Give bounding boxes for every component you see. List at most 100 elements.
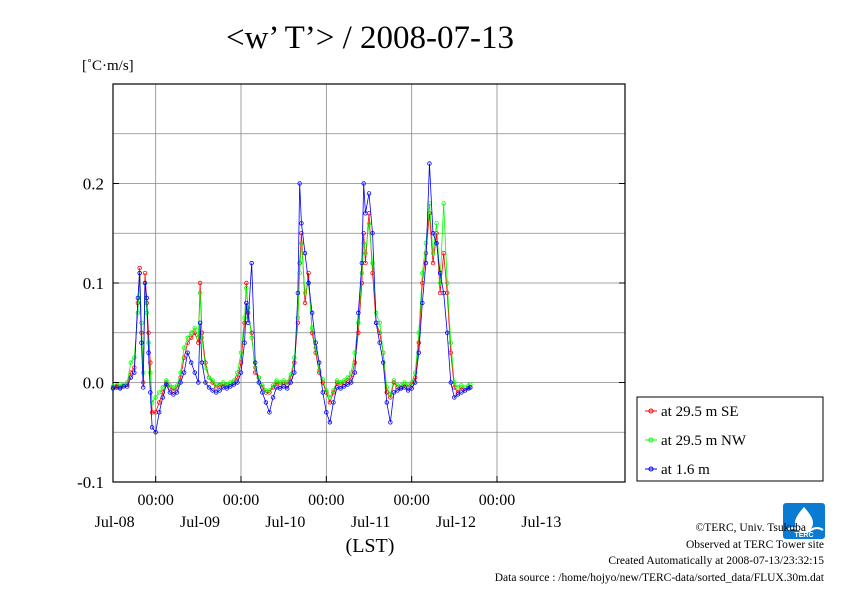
data-point [256, 380, 261, 385]
data-point [185, 350, 190, 355]
x-tick-label-time: 00:00 [479, 492, 515, 509]
data-point [402, 380, 407, 385]
data-point [345, 375, 350, 380]
data-point [228, 384, 233, 389]
data-point [217, 382, 222, 387]
data-series [110, 161, 473, 435]
data-point [459, 390, 464, 395]
data-point [297, 260, 302, 266]
data-point [359, 260, 365, 266]
data-point [253, 360, 258, 365]
data-point [448, 380, 453, 385]
data-point [174, 383, 180, 388]
data-point [341, 384, 347, 389]
data-point [137, 270, 142, 276]
y-tick-label: 0.0 [83, 374, 104, 393]
data-point [288, 372, 293, 377]
data-point [427, 161, 432, 166]
data-point [361, 181, 366, 186]
data-point [361, 240, 366, 246]
data-point [338, 386, 343, 391]
data-point [356, 330, 361, 335]
data-point [295, 290, 301, 296]
data-point [148, 370, 153, 375]
data-point [384, 400, 389, 405]
data-point [148, 390, 153, 395]
data-point [320, 390, 325, 395]
x-tick-label-date: Jul-12 [436, 514, 476, 531]
data-point [192, 325, 197, 330]
y-axis-label: [˚C·m/s] [82, 58, 134, 74]
data-point [299, 240, 304, 246]
data-point [244, 285, 249, 291]
data-point [139, 340, 144, 345]
data-point [302, 250, 308, 256]
data-point [149, 425, 155, 430]
data-point [197, 320, 203, 325]
data-point [171, 392, 176, 397]
data-point [384, 385, 389, 390]
data-point [249, 335, 254, 340]
data-point [363, 250, 368, 256]
terc-logo-icon: TERC [783, 503, 825, 539]
data-point [402, 385, 407, 390]
data-point [313, 340, 318, 345]
data-point [146, 350, 151, 355]
data-point [192, 370, 197, 375]
data-point [141, 385, 146, 390]
y-tick-label: 0.2 [83, 175, 104, 194]
data-point [139, 320, 144, 325]
data-point [281, 378, 286, 383]
data-point [306, 280, 311, 286]
data-point [117, 386, 123, 391]
data-point [128, 360, 133, 365]
data-point [189, 360, 194, 365]
credits-block: ©TERC, Univ. Tsukuba Observed at TERC To… [495, 520, 824, 586]
data-point [288, 380, 293, 385]
x-tick-label-date: Jul-08 [95, 514, 135, 531]
data-point [366, 191, 372, 196]
data-point [459, 383, 464, 388]
data-point [352, 350, 357, 355]
data-point [359, 270, 365, 276]
data-point [267, 410, 272, 415]
data-point [157, 400, 162, 405]
data-point [324, 388, 329, 393]
data-point [274, 378, 279, 383]
data-point [153, 430, 158, 435]
data-point [423, 260, 429, 266]
data-point [277, 380, 283, 385]
data-point [356, 320, 361, 325]
data-point [210, 388, 215, 393]
y-tick-label: -0.1 [77, 473, 104, 492]
data-point [297, 181, 302, 186]
data-point [388, 395, 393, 400]
data-point [370, 231, 375, 236]
data-point [206, 385, 212, 390]
data-point [430, 260, 436, 266]
data-point [128, 375, 133, 380]
x-tick-label-date: Jul-10 [265, 514, 305, 531]
data-point [174, 390, 180, 395]
data-point [302, 290, 308, 296]
y-tick-label: 0.1 [83, 274, 104, 293]
data-point [452, 395, 457, 400]
data-point [338, 380, 343, 385]
y-axis: -0.1 0.0 0.1 0.2 [77, 175, 625, 492]
data-point [244, 300, 249, 306]
data-point [448, 340, 453, 345]
data-point [381, 360, 386, 365]
data-point [352, 370, 357, 375]
data-point [324, 410, 329, 415]
data-point [210, 378, 215, 383]
data-point [420, 300, 425, 306]
data-point [292, 355, 297, 360]
data-point [142, 280, 148, 286]
x-tick-label-date: Jul-09 [180, 514, 220, 531]
data-point [395, 388, 400, 393]
data-point [430, 231, 436, 236]
data-point [217, 388, 222, 393]
observed-text: Observed at TERC Tower site [685, 538, 824, 551]
series-3 [110, 161, 473, 435]
data-point [373, 320, 379, 325]
